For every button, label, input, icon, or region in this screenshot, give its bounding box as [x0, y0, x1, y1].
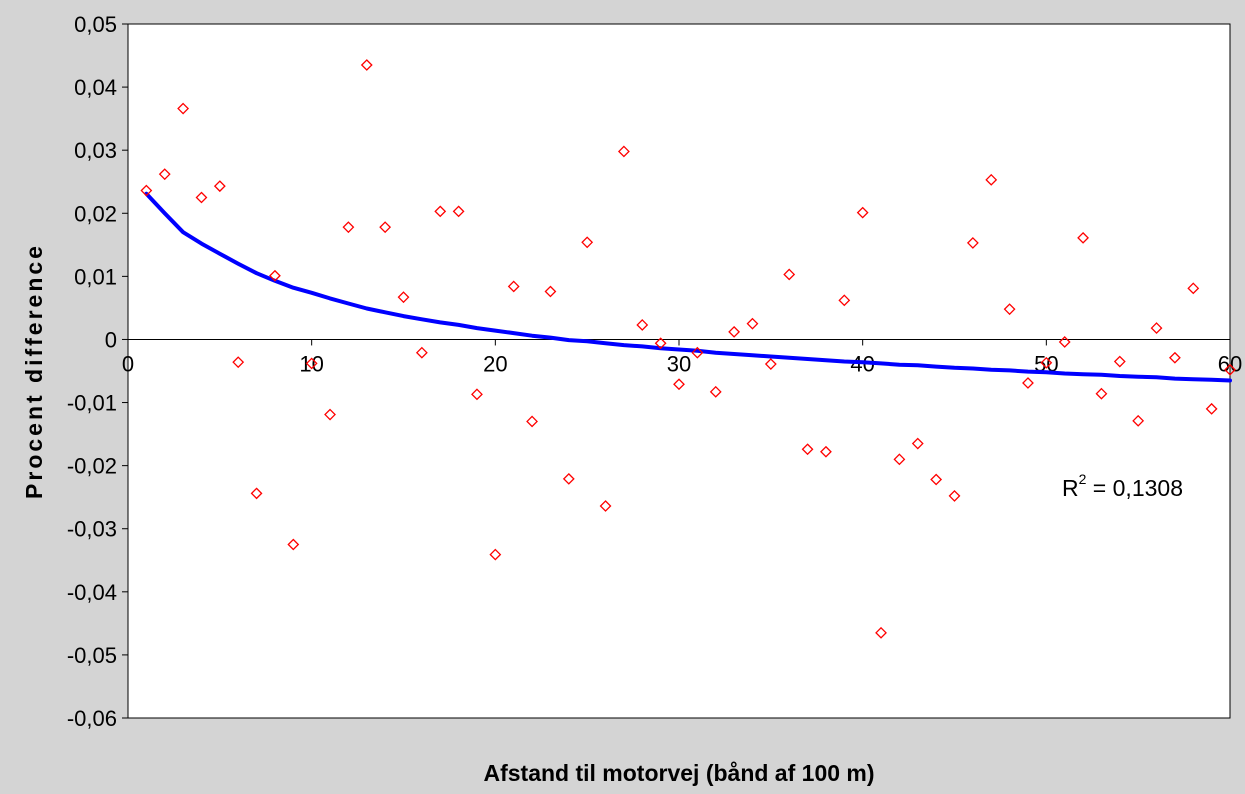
data-point — [379, 221, 392, 234]
data-point — [269, 269, 281, 282]
r2-base: R — [1062, 475, 1079, 501]
data-point — [801, 443, 814, 456]
data-point — [581, 236, 594, 249]
data-point — [636, 319, 649, 331]
data-point — [948, 490, 961, 502]
data-point — [324, 408, 336, 421]
data-point — [232, 356, 245, 369]
data-point — [1132, 414, 1145, 427]
data-point — [562, 472, 575, 485]
data-point — [507, 280, 520, 293]
data-point — [930, 473, 943, 486]
y-tick-label: 0 — [105, 327, 117, 352]
r-squared-annotation: R2 = 0,1308 — [1062, 471, 1183, 501]
data-point — [856, 206, 869, 219]
y-tick-label: 0,03 — [74, 138, 117, 163]
data-point — [489, 548, 502, 561]
data-point — [140, 184, 153, 197]
data-point — [709, 385, 722, 398]
data-point — [746, 317, 759, 330]
x-tick-label: 0 — [122, 351, 134, 376]
data-point — [599, 500, 612, 512]
x-tick-label: 10 — [299, 351, 323, 376]
data-point — [452, 205, 465, 218]
data-point — [177, 102, 190, 115]
r2-sup: 2 — [1079, 471, 1087, 487]
data-point — [654, 337, 667, 350]
y-tick-label: 0,05 — [74, 12, 117, 37]
data-point — [415, 346, 428, 359]
data-point — [673, 378, 685, 391]
trendline-group — [144, 191, 1232, 383]
data-point — [966, 237, 979, 249]
data-point — [397, 291, 410, 304]
y-tick-label: 0,02 — [74, 201, 117, 226]
y-tick-label: -0,05 — [67, 643, 117, 668]
y-tick-label: -0,03 — [67, 517, 117, 542]
r2-rest: = 0,1308 — [1086, 475, 1183, 501]
y-tick-label: -0,06 — [67, 706, 117, 731]
data-point — [1022, 377, 1034, 389]
y-tick-label: -0,01 — [67, 391, 117, 416]
data-point — [783, 268, 796, 281]
data-point — [1205, 402, 1218, 415]
data-point — [1058, 336, 1071, 348]
data-point — [1168, 351, 1181, 364]
data-point — [250, 487, 263, 500]
data-point — [1150, 322, 1163, 335]
data-point — [544, 285, 557, 298]
data-point — [764, 358, 777, 370]
data-point — [342, 221, 355, 234]
data-point — [195, 191, 208, 204]
trendline — [144, 191, 1232, 383]
data-point — [1077, 231, 1089, 244]
y-tick-label: 0,01 — [74, 264, 117, 289]
data-point — [1040, 356, 1053, 369]
data-point — [158, 168, 171, 181]
data-point — [875, 626, 887, 639]
data-point — [728, 325, 741, 338]
data-point — [434, 205, 447, 218]
data-point — [305, 357, 318, 370]
data-point — [1187, 282, 1200, 295]
data-point — [838, 294, 851, 307]
data-point — [360, 59, 373, 71]
data-point — [526, 415, 538, 428]
data-point — [1003, 303, 1016, 316]
data-point — [893, 453, 906, 466]
data-point — [617, 145, 630, 158]
x-tick-label: 20 — [483, 351, 507, 376]
y-tick-label: -0,04 — [67, 580, 117, 605]
x-tick-label: 30 — [667, 351, 691, 376]
data-point — [985, 173, 998, 186]
data-points — [140, 59, 1236, 639]
data-point — [1113, 355, 1126, 368]
x-axis-title: Afstand til motorvej (bånd af 100 m) — [483, 760, 874, 786]
data-point — [1095, 387, 1108, 400]
y-axis: 0,05 0,04 0,03 0,02 0,01 0 -0,01 -0,02 -0,03 -0,0… — [67, 12, 128, 731]
data-point — [1224, 363, 1236, 376]
data-point — [911, 437, 924, 450]
data-point — [471, 388, 483, 401]
y-axis-title: Procent difference — [21, 243, 47, 499]
data-point — [213, 180, 226, 193]
data-point — [691, 346, 704, 359]
y-tick-label: 0,04 — [74, 75, 117, 100]
data-point — [820, 445, 832, 458]
y-tick-label: -0,02 — [67, 454, 117, 479]
data-point — [287, 538, 300, 551]
